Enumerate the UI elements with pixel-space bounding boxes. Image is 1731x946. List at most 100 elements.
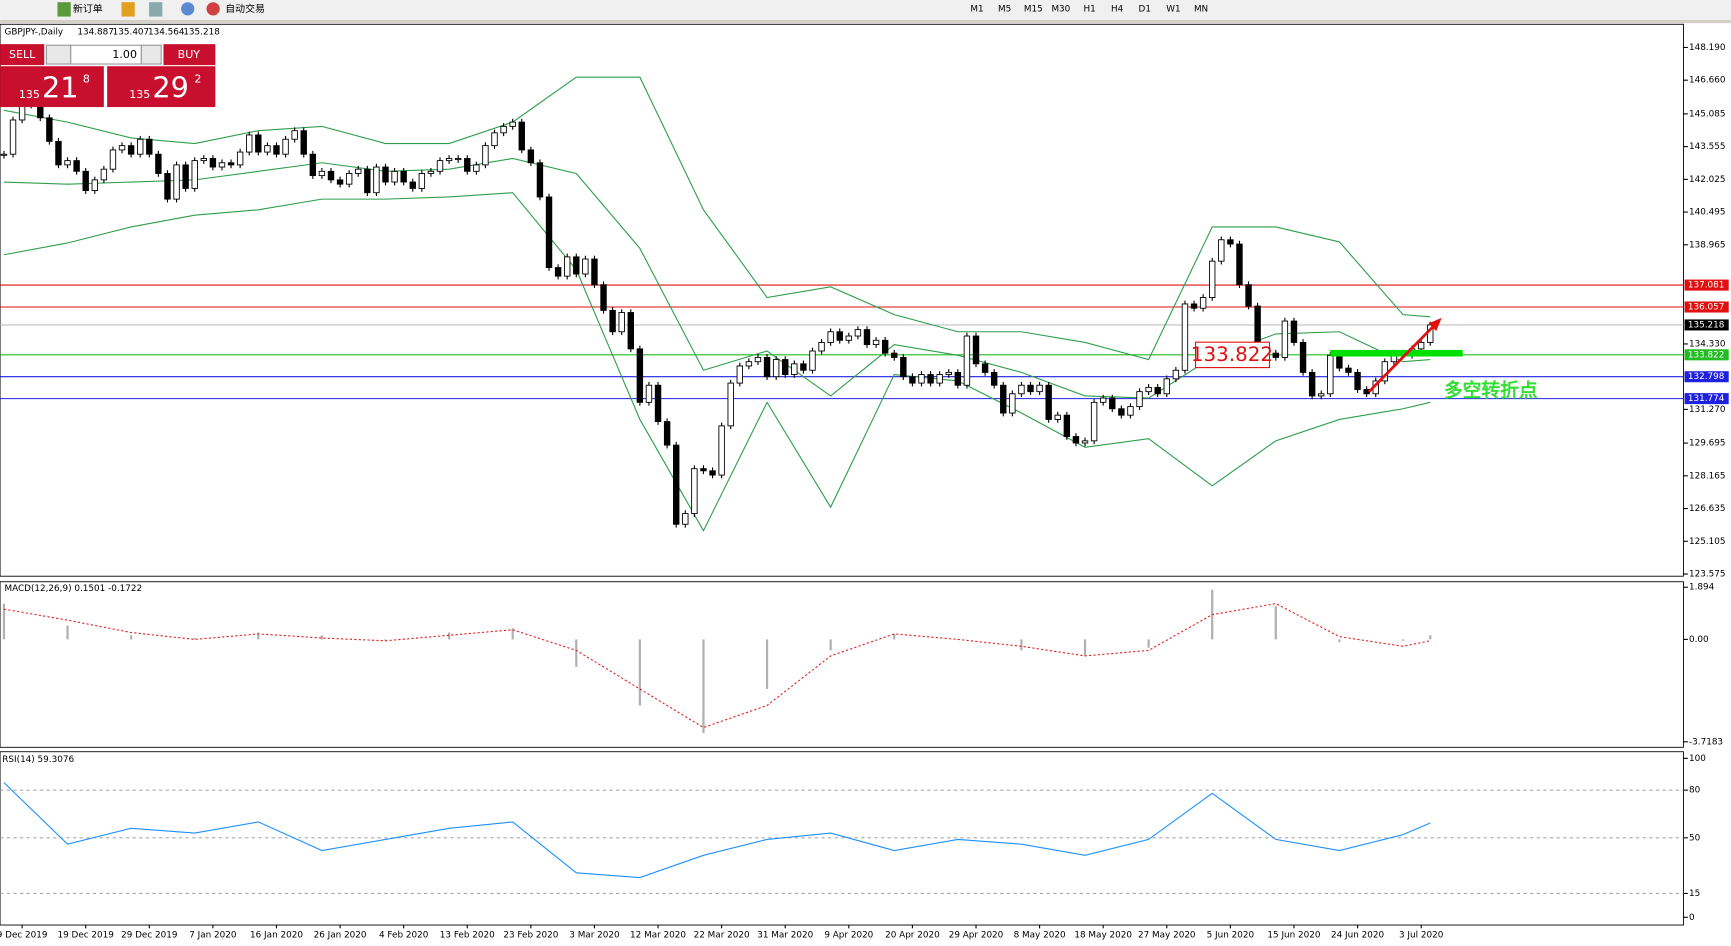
x-tick-label: 18 May 2020	[1074, 930, 1132, 940]
toolbar-icon[interactable]	[121, 2, 135, 17]
candle-body	[881, 339, 889, 354]
toolbar-icon[interactable]	[149, 2, 163, 17]
timeframe-button[interactable]: D1	[1139, 4, 1151, 14]
timeframe-button[interactable]: W1	[1166, 4, 1180, 14]
candle-body	[1318, 393, 1325, 397]
candle-body	[500, 125, 507, 134]
price-level-tag	[1684, 279, 1729, 291]
candle-body	[409, 181, 416, 189]
x-tick-label: 24 Jun 2020	[1331, 930, 1384, 940]
buy-button[interactable]	[163, 44, 216, 66]
candle-body	[1145, 386, 1152, 393]
y-tick-label: 146.660	[1689, 76, 1726, 86]
macd-bar	[1020, 639, 1023, 651]
macd-title: MACD(12,26,9) 0.1501 -0.1722	[4, 584, 142, 594]
candle-body	[373, 166, 380, 194]
price-level-tag	[1684, 393, 1729, 405]
candle-body	[46, 117, 53, 142]
candle-body	[255, 134, 262, 153]
candle-body	[1072, 436, 1080, 444]
auto-trading-button[interactable]: 自动交易	[225, 2, 265, 15]
x-tick-label: 7 Jan 2020	[189, 930, 237, 940]
lot-down[interactable]	[45, 44, 72, 65]
candle-body	[137, 138, 144, 155]
symbol-label: GBPJPY-,Daily	[4, 28, 63, 38]
candle-body	[200, 158, 208, 162]
candle-body	[573, 256, 580, 275]
candle-body	[1109, 397, 1116, 410]
candle-body	[582, 258, 589, 275]
auto-trading-icon[interactable]	[206, 2, 220, 16]
candle-body	[972, 335, 980, 365]
x-tick-label: 26 Jan 2020	[314, 930, 367, 940]
y-tick-label: 148.190	[1689, 43, 1726, 53]
price-level-label: 131.774	[1688, 394, 1725, 404]
macd-bar	[1147, 639, 1150, 648]
candle-body	[1272, 352, 1280, 358]
timeframe-button[interactable]: M5	[998, 4, 1011, 14]
candle-body	[1063, 414, 1071, 438]
x-tick-label: 15 Jun 2020	[1267, 930, 1320, 940]
price-level-tag	[1684, 319, 1729, 331]
timeframe-button[interactable]: H1	[1083, 4, 1095, 14]
candle-body	[1327, 354, 1334, 395]
timeframe-button[interactable]: MN	[1194, 4, 1208, 14]
lot-value[interactable]: 1.00	[112, 48, 137, 61]
y-tick-label: 138.965	[1689, 240, 1726, 250]
macd-bar	[893, 633, 896, 640]
candle-body	[9, 119, 17, 155]
x-tick-label: 22 Mar 2020	[694, 930, 750, 940]
candle-body	[981, 363, 989, 373]
candle-body	[464, 158, 471, 172]
macd-bar	[829, 639, 832, 651]
candle-body	[1209, 260, 1216, 298]
candle-body	[291, 130, 298, 140]
macd-bar	[130, 635, 133, 640]
new-order-button[interactable]: 新订单	[73, 2, 103, 15]
candle-body	[1181, 303, 1189, 371]
buy-price-pip: 2	[194, 72, 201, 85]
candle-body	[1009, 393, 1016, 414]
candle-body	[809, 350, 816, 371]
candle-body	[618, 312, 625, 333]
candle-body	[709, 470, 716, 476]
y-tick-label: 100	[1689, 754, 1706, 764]
candle-body	[300, 130, 307, 155]
candle-body	[736, 365, 744, 384]
lot-up[interactable]	[140, 44, 162, 65]
macd-bar	[384, 639, 387, 641]
candle-body	[355, 168, 362, 174]
timeframe-button[interactable]: H4	[1111, 4, 1124, 14]
timeframe-button[interactable]: M30	[1051, 4, 1070, 14]
trend-arrow	[1367, 323, 1437, 393]
macd-bar	[1401, 639, 1405, 641]
timeframe-button[interactable]: M1	[970, 4, 983, 14]
candle-body	[1018, 384, 1025, 395]
sell-price-box[interactable]	[0, 66, 104, 108]
candle-body	[691, 468, 698, 515]
x-tick-label: 27 May 2020	[1138, 930, 1196, 940]
macd-bar	[511, 628, 514, 640]
candle-body	[364, 168, 371, 194]
candle-body	[918, 374, 925, 384]
macd-bar	[66, 625, 69, 640]
candle-body	[473, 164, 480, 172]
candle-body	[1054, 414, 1061, 420]
x-tick-label: 5 Jun 2020	[1207, 930, 1255, 940]
macd-bar	[1429, 635, 1432, 640]
lower-line	[3, 192, 1431, 532]
toolbar-icon[interactable]	[181, 2, 195, 16]
sell-button[interactable]	[0, 44, 45, 66]
timeframe-button[interactable]: M15	[1024, 4, 1043, 14]
buy-price-box[interactable]	[107, 66, 216, 108]
candle-body	[427, 170, 435, 174]
sell-label[interactable]: SELL	[9, 48, 36, 61]
x-tick-label: 3 Jul 2020	[1399, 930, 1444, 940]
candle-body	[1417, 342, 1425, 350]
macd-bar	[702, 639, 705, 734]
candle-body	[391, 170, 398, 183]
candle-body	[1245, 284, 1252, 307]
new-order-icon[interactable]	[57, 2, 71, 17]
macd-bar	[257, 632, 260, 640]
macd-bar	[1274, 606, 1277, 640]
